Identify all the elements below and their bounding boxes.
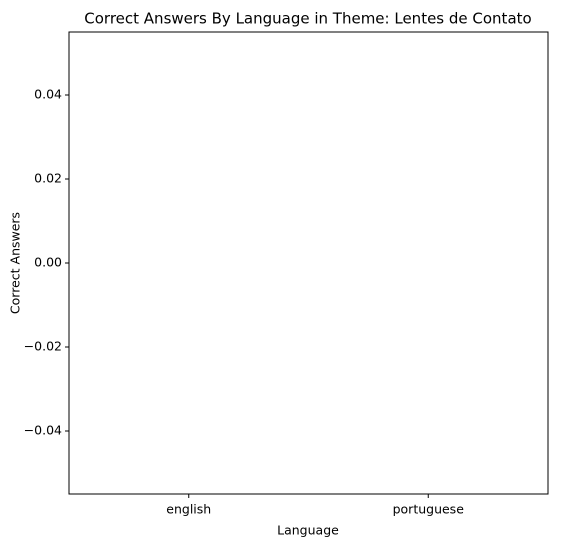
x-tick-label: portuguese — [393, 502, 465, 517]
y-tick-label: −0.04 — [24, 423, 62, 438]
chart-title: Correct Answers By Language in Theme: Le… — [84, 10, 531, 28]
y-tick-label: 0.02 — [34, 171, 62, 186]
x-tick-label: english — [166, 502, 211, 517]
y-axis-label: Correct Answers — [8, 212, 23, 314]
y-tick-label: −0.02 — [24, 339, 62, 354]
y-tick-label: 0.00 — [34, 255, 62, 270]
plot-frame — [68, 31, 549, 495]
y-tick-label: 0.04 — [34, 87, 62, 102]
x-axis-label: Language — [277, 523, 339, 538]
